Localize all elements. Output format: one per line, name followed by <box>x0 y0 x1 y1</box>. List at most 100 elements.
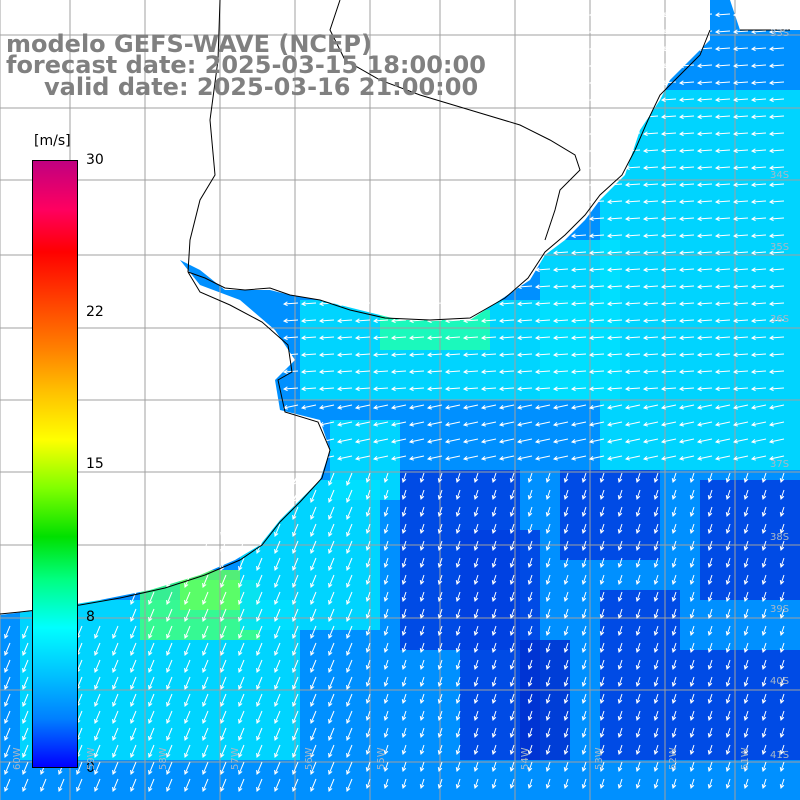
wind-arrow <box>444 301 461 307</box>
wind-arrow <box>696 199 713 205</box>
wind-arrow <box>689 489 695 500</box>
wind-arrow <box>707 659 713 670</box>
wind-arrow <box>527 744 533 755</box>
wind-arrow <box>437 472 443 483</box>
wind-arrow <box>310 659 317 673</box>
wind-arrow <box>660 46 677 52</box>
wind-arrow <box>328 540 335 554</box>
wind-arrow <box>732 438 749 444</box>
wind-arrow <box>678 12 695 18</box>
wind-arrow <box>444 404 461 410</box>
wind-arrow <box>599 591 605 602</box>
wind-arrow <box>606 301 623 307</box>
wind-arrow <box>274 608 281 622</box>
wind-arrow <box>624 216 641 222</box>
wind-arrow <box>437 591 443 602</box>
wind-arrow <box>761 523 767 534</box>
wind-arrow <box>419 574 425 585</box>
wind-arrow <box>696 284 713 290</box>
wind-arrow <box>130 625 137 639</box>
wind-arrow <box>346 472 353 486</box>
wind-arrow <box>635 506 641 517</box>
wind-arrow <box>148 591 155 605</box>
wind-arrow <box>671 642 677 653</box>
wind-arrow <box>750 80 767 86</box>
wind-arrow <box>491 727 497 738</box>
wind-arrow <box>365 591 371 602</box>
wind-arrow <box>310 472 317 486</box>
wind-arrow <box>714 63 731 69</box>
wind-arrow <box>606 438 623 444</box>
wind-arrow <box>606 97 623 103</box>
wind-arrow <box>220 642 227 656</box>
wind-arrow <box>624 12 641 18</box>
wind-arrow <box>689 642 695 653</box>
wind-arrow <box>419 591 425 602</box>
wind-arrow <box>426 352 443 358</box>
wind-arrow <box>768 352 785 358</box>
wind-arrow <box>552 421 569 427</box>
wind-arrow <box>642 63 659 69</box>
wind-arrow <box>383 489 389 500</box>
wind-arrow <box>238 727 245 741</box>
wind-arrow <box>94 761 101 775</box>
wind-arrow <box>184 676 191 690</box>
wind-arrow <box>678 369 695 375</box>
wind-arrow <box>581 778 587 789</box>
wind-arrow <box>714 97 731 103</box>
wind-arrow <box>732 335 749 341</box>
wind-arrow <box>462 301 479 307</box>
wind-arrow <box>282 352 299 358</box>
wind-arrow <box>383 574 389 585</box>
wind-arrow <box>750 438 767 444</box>
wind-arrow <box>328 574 335 588</box>
wind-arrow <box>202 676 209 690</box>
wind-arrow <box>383 778 389 789</box>
wind-arrow <box>779 523 785 534</box>
wind-arrow <box>642 97 659 103</box>
wind-arrow <box>372 421 389 427</box>
wind-arrow <box>768 148 785 154</box>
wind-arrow <box>768 318 785 324</box>
wind-arrow <box>354 386 371 392</box>
wind-arrow <box>581 489 587 500</box>
wind-arrow <box>545 557 551 568</box>
wind-arrow <box>678 438 695 444</box>
wind-arrow <box>725 574 731 585</box>
wind-arrow <box>768 216 785 222</box>
wind-arrow <box>671 472 677 483</box>
wind-arrow <box>660 421 677 427</box>
wind-arrow <box>617 761 623 772</box>
wind-arrow <box>282 301 299 307</box>
wind-arrow <box>617 744 623 755</box>
wind-arrow <box>282 386 299 392</box>
wind-arrow <box>509 608 515 619</box>
wind-arrow <box>660 352 677 358</box>
wind-arrow <box>527 540 533 551</box>
wind-arrow <box>743 676 749 687</box>
wind-arrow <box>534 301 551 307</box>
wind-arrow <box>732 404 749 410</box>
wind-arrow <box>112 659 119 673</box>
wind-arrow <box>707 642 713 653</box>
wind-arrow <box>401 489 407 500</box>
wind-arrow <box>292 727 299 741</box>
wind-arrow <box>202 608 209 622</box>
wind-arrow <box>491 591 497 602</box>
wind-arrow <box>588 250 605 256</box>
wind-arrow <box>408 352 425 358</box>
wind-arrow <box>473 489 479 500</box>
wind-arrow <box>768 335 785 341</box>
wind-arrow <box>455 693 461 704</box>
wind-arrow <box>678 404 695 410</box>
wind-arrow <box>498 335 515 341</box>
wind-arrow <box>696 165 713 171</box>
wind-arrow <box>372 369 389 375</box>
wind-arrow <box>606 455 623 461</box>
wind-arrow <box>696 233 713 239</box>
wind-arrow <box>563 472 569 483</box>
wind-arrow <box>635 625 641 636</box>
wind-arrow <box>148 727 155 741</box>
wind-arrow <box>498 301 515 307</box>
wind-arrow <box>653 523 659 534</box>
